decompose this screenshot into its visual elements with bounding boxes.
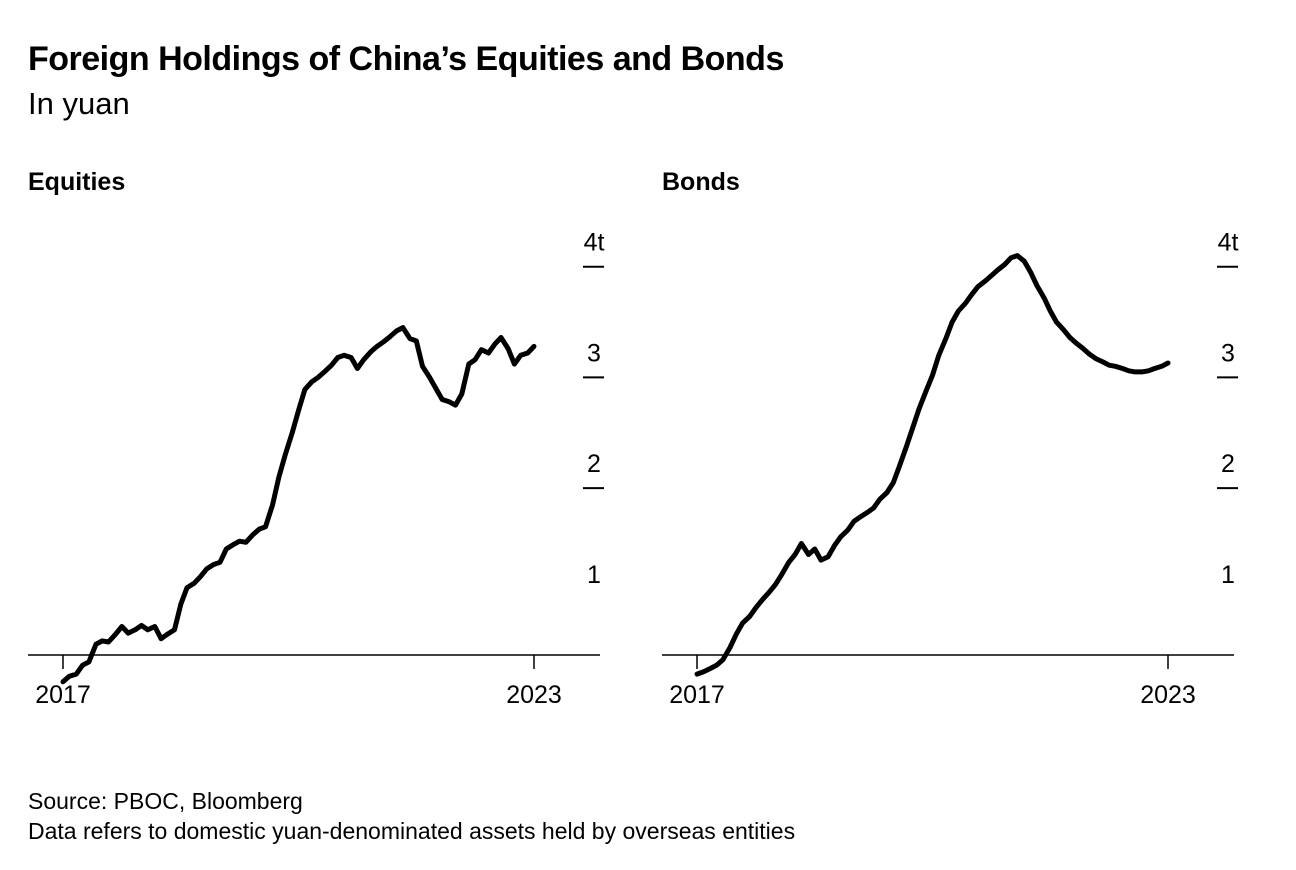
bonds-panel-title: Bonds [662,168,740,196]
y-tick-label: 3 [587,339,601,367]
x-tick-label: 2023 [1140,681,1196,709]
y-tick-label: 4t [1218,229,1239,257]
x-tick-label: 2023 [506,681,562,709]
chart-title: Foreign Holdings of China’s Equities and… [28,40,784,78]
y-tick-label: 3 [1221,339,1235,367]
equities-chart: 2017 2023 1 2 3 4t [28,229,604,709]
y-tick-label: 1 [587,561,601,589]
equities-panel-title: Equities [28,168,126,196]
series-line-bonds [694,253,1171,677]
chart-subtitle: In yuan [28,86,130,121]
x-tick-label: 2017 [35,681,91,709]
x-tick-label: 2017 [669,681,725,709]
bonds-chart: 2017 2023 1 2 3 4t [662,229,1238,709]
y-tick-label: 4t [584,229,605,257]
y-tick-label: 2 [587,450,601,478]
y-tick-label: 1 [1221,561,1235,589]
data-note: Data refers to domestic yuan-denominated… [28,818,796,844]
y-tick-label: 2 [1221,450,1235,478]
series-line-equities [60,325,537,685]
source-note: Source: PBOC, Bloomberg [28,788,303,814]
